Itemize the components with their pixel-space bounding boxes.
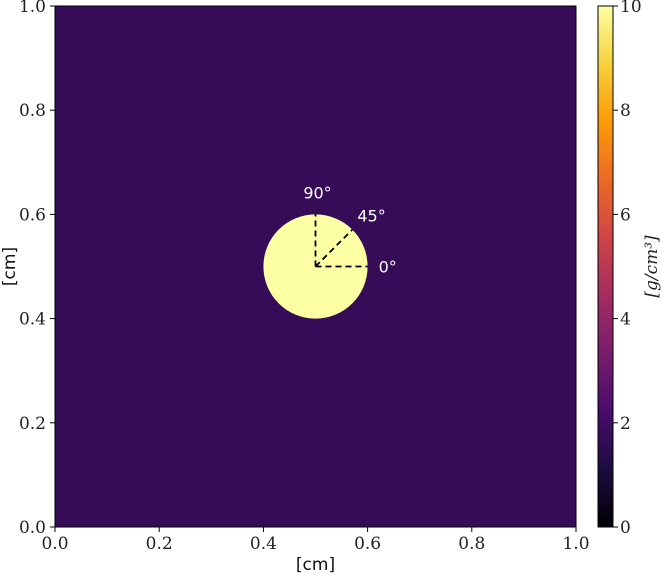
x-tick-label: 1.0	[562, 534, 589, 554]
x-tick-label: 0.4	[250, 534, 277, 554]
colorbar-tick-label: 0	[620, 518, 631, 538]
angle-label-45: 45°	[357, 207, 385, 226]
angle-line-45	[314, 229, 353, 268]
y-tick-label: 0.0	[19, 518, 46, 538]
colorbar-tick-label: 2	[620, 414, 631, 434]
colorbar	[597, 5, 614, 528]
y-tick-label: 0.6	[19, 205, 46, 225]
colorbar-label: [g/cm³]	[642, 235, 662, 298]
angle-label-0: 0°	[379, 258, 397, 277]
x-tick-label: 0.8	[458, 534, 485, 554]
plot-frame	[54, 5, 577, 528]
x-tick-label: 0.6	[354, 534, 381, 554]
y-tick-label: 1.0	[19, 0, 46, 17]
colorbar-tick-label: 4	[620, 310, 631, 330]
colorbar-tick-label: 6	[620, 205, 631, 225]
colorbar-tick-label: 8	[620, 101, 631, 121]
y-tick-label: 0.4	[19, 310, 46, 330]
y-tick-label: 0.2	[19, 414, 46, 434]
y-tick-label: 0.8	[19, 101, 46, 121]
x-axis-label: [cm]	[296, 555, 335, 575]
angle-label-90: 90°	[303, 183, 331, 202]
x-tick-label: 0.2	[146, 534, 173, 554]
colorbar-tick-label: 10	[620, 0, 642, 17]
x-tick-label: 0.0	[41, 534, 68, 554]
y-axis-label: [cm]	[0, 247, 20, 286]
